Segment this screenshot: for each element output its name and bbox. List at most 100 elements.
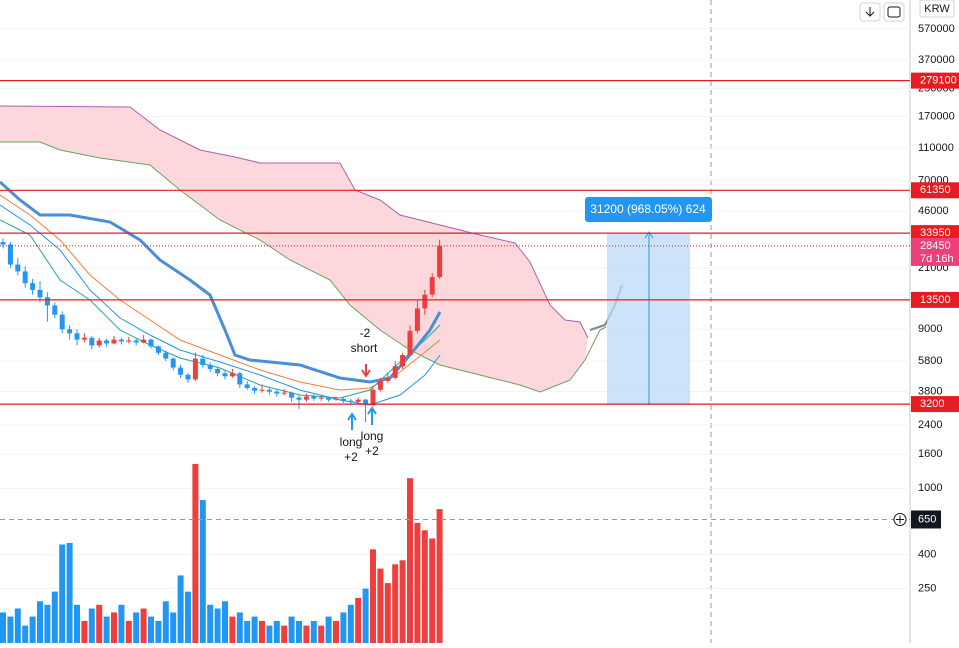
price-tick-label: 3800 bbox=[918, 386, 942, 398]
volume-bar bbox=[37, 601, 43, 643]
level-label-bg bbox=[911, 182, 959, 199]
ichimoku-cloud bbox=[0, 106, 588, 392]
price-tick-label: 1600 bbox=[918, 448, 942, 460]
candle-body bbox=[437, 245, 443, 278]
candle-body bbox=[400, 355, 406, 367]
volume-bar bbox=[81, 620, 88, 643]
candle-body bbox=[155, 346, 161, 353]
candle-body bbox=[222, 373, 228, 377]
candle-body bbox=[407, 330, 413, 356]
candle-body bbox=[370, 389, 376, 406]
volume-bar bbox=[162, 601, 169, 643]
price-tick-label: 250 bbox=[918, 583, 936, 595]
volume-bar bbox=[185, 591, 191, 643]
candle-body bbox=[15, 264, 21, 272]
price-tick-label: 5800 bbox=[918, 355, 942, 367]
ma-teal bbox=[0, 219, 441, 399]
volume-bar bbox=[51, 591, 58, 643]
volume-bar bbox=[236, 612, 243, 643]
level-label: 13500 bbox=[920, 294, 951, 306]
volume-bar bbox=[29, 616, 36, 643]
volume-bar bbox=[362, 588, 369, 643]
price-tick-label: 570000 bbox=[918, 23, 955, 35]
candle-body bbox=[207, 364, 213, 369]
candle-body bbox=[185, 374, 191, 380]
candle-body bbox=[141, 339, 147, 343]
volume-bar bbox=[74, 604, 80, 643]
candle-body bbox=[422, 294, 428, 309]
candle-body bbox=[348, 400, 354, 402]
ma-blue bbox=[0, 204, 441, 406]
crosshair-plus-icon bbox=[896, 515, 904, 524]
volume-bar bbox=[66, 542, 73, 643]
last-price-label: 28450 bbox=[920, 240, 951, 252]
candle-body bbox=[326, 397, 332, 400]
candle-body bbox=[192, 358, 198, 380]
candle-body bbox=[392, 366, 398, 378]
price-tick-label: 110000 bbox=[918, 142, 954, 154]
candle-body bbox=[44, 297, 50, 306]
measure-arrow-head bbox=[644, 231, 654, 239]
measure-label-bg bbox=[585, 197, 712, 222]
candle-body bbox=[74, 333, 80, 340]
price-tick-label: 2400 bbox=[918, 419, 942, 431]
candle-body bbox=[81, 337, 87, 340]
currency-box[interactable] bbox=[919, 0, 955, 18]
candle-body bbox=[333, 398, 339, 400]
candle-body bbox=[311, 396, 317, 399]
fullscreen-icon bbox=[887, 6, 901, 18]
volume-bar bbox=[436, 509, 443, 643]
volume-bar bbox=[347, 604, 354, 643]
long-arrow bbox=[367, 406, 377, 425]
fullscreen-button[interactable] bbox=[883, 2, 905, 22]
candle-body bbox=[377, 381, 383, 390]
level-label: 3200 bbox=[920, 398, 944, 410]
candle-body bbox=[7, 244, 13, 265]
candle-body bbox=[22, 271, 28, 284]
short-arrow bbox=[361, 364, 371, 378]
volume-bar bbox=[421, 530, 428, 643]
volume-bar bbox=[148, 616, 154, 643]
cloud-lower bbox=[0, 141, 607, 393]
level-label: 279100 bbox=[920, 75, 957, 87]
volume-bar bbox=[310, 620, 317, 643]
candle-body bbox=[259, 389, 265, 391]
volume-bar bbox=[111, 612, 117, 643]
volume-bar bbox=[266, 625, 273, 643]
volume-bar bbox=[44, 604, 51, 643]
candle-body bbox=[200, 358, 206, 365]
volume-bar bbox=[273, 620, 280, 643]
annotation: long bbox=[340, 435, 363, 449]
price-tick-label: 370000 bbox=[918, 54, 955, 66]
volume-bar bbox=[229, 616, 236, 643]
volume-bar bbox=[288, 616, 295, 643]
candle-body bbox=[281, 392, 287, 394]
candle-body bbox=[178, 367, 184, 375]
volume-bar bbox=[155, 620, 162, 643]
candle-body bbox=[429, 277, 435, 295]
last-price-bg bbox=[911, 237, 959, 266]
candle-body bbox=[118, 339, 124, 342]
candle-body bbox=[318, 397, 324, 399]
candle-body bbox=[96, 340, 102, 346]
volume-bar bbox=[259, 620, 265, 643]
volume-bar bbox=[103, 616, 110, 643]
volume-bar bbox=[199, 500, 206, 643]
candle-body bbox=[126, 340, 132, 342]
annotation: +2 bbox=[365, 444, 379, 458]
volume-bar bbox=[88, 608, 95, 643]
volume-bar bbox=[133, 612, 140, 643]
candle-body bbox=[67, 329, 73, 334]
level-label-bg bbox=[911, 225, 959, 242]
candle-body bbox=[59, 314, 65, 330]
candle-body bbox=[363, 399, 369, 406]
candle-body bbox=[229, 373, 235, 377]
volume-bar bbox=[118, 604, 125, 643]
candle-body bbox=[340, 398, 346, 401]
price-tick-label: 400 bbox=[918, 549, 936, 561]
currency-label: KRW bbox=[924, 3, 950, 15]
volume-bar bbox=[22, 625, 29, 643]
annotation: +2 bbox=[344, 450, 358, 464]
candle-body bbox=[0, 242, 6, 245]
